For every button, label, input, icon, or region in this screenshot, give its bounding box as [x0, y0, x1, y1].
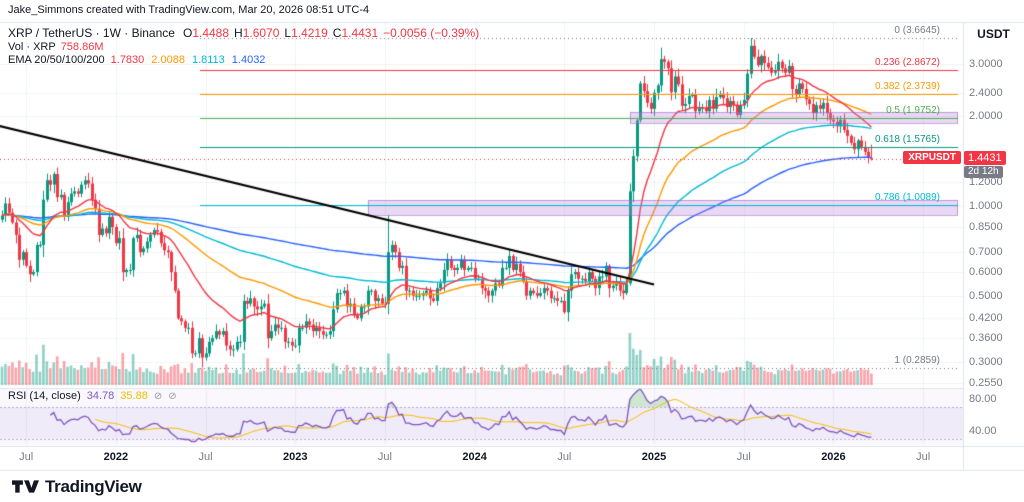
volume-label: Vol · XRP: [8, 41, 56, 53]
price-axis-label: 0.5000: [969, 289, 1003, 302]
rsi-legend[interactable]: RSI (14, close) 34.78 35.88 ⊘ ⊘: [8, 390, 183, 402]
ema-value: 1.4032: [231, 54, 266, 66]
price-axis-label: 0.8500: [969, 221, 1003, 234]
time-axis-label: Jul: [19, 451, 34, 463]
price-axis-label: 0.3000: [969, 355, 1003, 368]
rsi-menu-icon[interactable]: ⊘: [168, 391, 177, 402]
price-axis-label: 2.4000: [969, 86, 1003, 99]
ohlc-letter: H: [234, 26, 243, 40]
symbol-price-pill: XRPUSDT: [903, 150, 961, 164]
bottom-toolbar: TradingView: [0, 471, 1024, 502]
price-axis-label: 1.0000: [969, 200, 1003, 212]
time-axis-label: Jul: [916, 451, 931, 463]
ema-value: 2.0088: [151, 54, 185, 66]
time-axis[interactable]: Jul 2022 Jul 2023 Jul 2024 Jul 2025 Jul 2026 Jul: [0, 449, 963, 467]
price-axis-currency-label: USDT: [977, 27, 1010, 41]
time-axis-label: Jul: [198, 451, 213, 463]
time-axis-label: 2026: [821, 451, 846, 463]
ohlc-values: O1.4488 H1.6070 L1.4219 C1.4431 −0.0056 (−0.…: [183, 26, 479, 40]
price-axis-label: 0.3600: [969, 332, 1003, 345]
bar-countdown-badge: 2d 12h: [964, 165, 1003, 178]
price-axis-label: 3.0000: [969, 57, 1003, 70]
rsi-ma-value: 35.88: [120, 390, 148, 402]
tradingview-logo[interactable]: TradingView: [12, 477, 142, 497]
price-axis-label: 0.6000: [969, 266, 1003, 279]
ohlc-value: 1.4488: [192, 26, 230, 40]
ohlc-letter: O: [182, 26, 193, 40]
rsi-value: 34.78: [86, 390, 115, 402]
ema-legend[interactable]: EMA 20/50/100/200 1.7830 2.0088 1.8113 1.403…: [8, 54, 272, 66]
ohlc-letter: C: [332, 26, 342, 40]
ema-value: 1.7830: [110, 54, 145, 66]
ohlc-value: 1.6070: [242, 26, 280, 40]
price-axis-label: 0.4200: [969, 312, 1003, 325]
last-price-badge: 1.4431: [964, 150, 1006, 165]
main-series-legend[interactable]: XRP / TetherUS · 1W · Binance O1.4488 H1.6…: [8, 26, 479, 40]
volume-legend[interactable]: Vol · XRP 758.86M: [8, 41, 104, 53]
price-axis-label: 0.7000: [969, 246, 1003, 259]
tradingview-logo-text: TradingView: [45, 476, 142, 496]
time-axis-label: 2024: [462, 451, 487, 463]
tradingview-logo-icon: [12, 480, 39, 493]
rsi-axis-label: 40.00: [969, 425, 997, 437]
price-axis-label: 2.0000: [969, 110, 1003, 123]
price-axis[interactable]: USDT 3.0000 2.4000 2.0000 1.2000 1.0000 0.850…: [963, 22, 1024, 470]
time-axis-label: 2023: [283, 451, 308, 463]
rsi-hide-icon[interactable]: ⊘: [153, 391, 163, 402]
ema-values: 1.7830 2.0088 1.8113 1.4032: [111, 54, 273, 66]
ema-value: 1.8113: [191, 54, 225, 66]
price-axis-label: 0.2550: [969, 376, 1003, 389]
symbol-title: XRP / TetherUS · 1W · Binance: [8, 26, 175, 40]
ohlc-value: 1.4431: [341, 26, 379, 40]
time-axis-label: Jul: [736, 451, 751, 463]
volume-value: 758.86M: [60, 41, 104, 53]
ohlc-value: 1.4219: [291, 26, 328, 40]
price-axis-label: 1.2000: [969, 176, 1003, 189]
time-axis-label: Jul: [377, 451, 392, 463]
time-axis-label: Jul: [557, 451, 572, 463]
ohlc-change: −0.0056 (−0.39%): [383, 26, 480, 40]
rsi-label: RSI (14, close): [8, 390, 81, 402]
ohlc-letter: L: [284, 26, 292, 40]
attribution-text: Jake_Simmons created with TradingView.co…: [8, 4, 370, 16]
time-axis-label: 2025: [641, 451, 667, 463]
ema-label: EMA 20/50/100/200: [8, 54, 105, 66]
time-axis-label: 2022: [103, 451, 129, 463]
rsi-axis-label: 80.00: [969, 393, 997, 405]
